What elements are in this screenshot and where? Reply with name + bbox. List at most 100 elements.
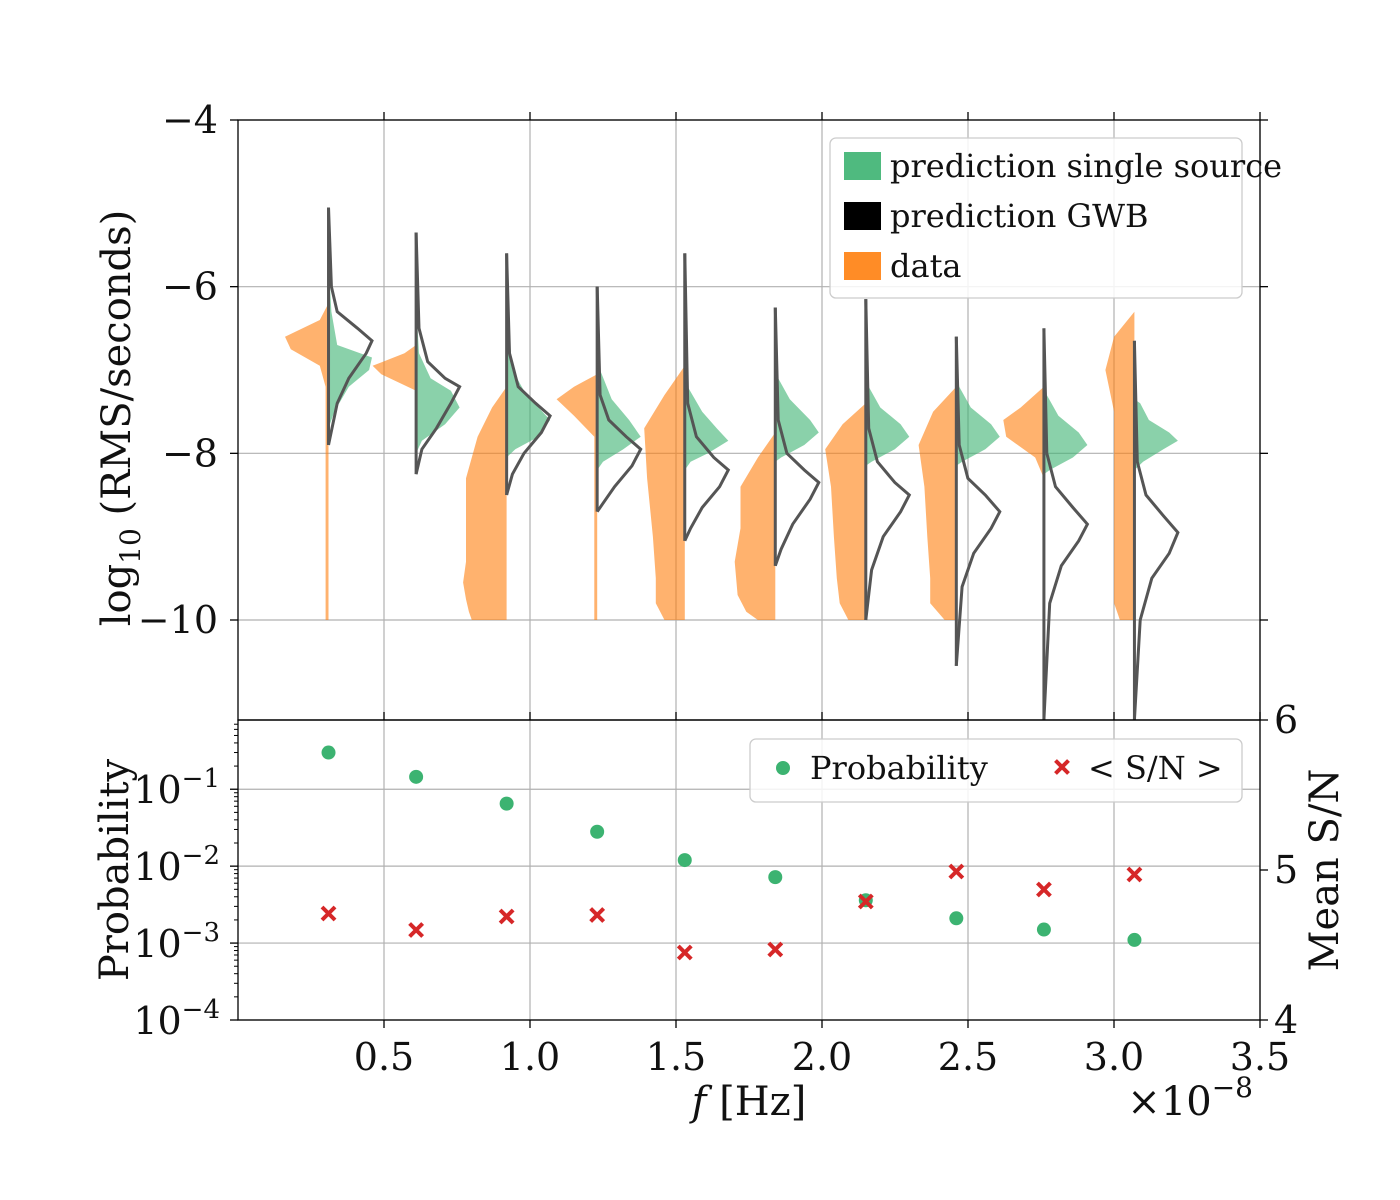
top-legend: prediction single source prediction GWB da… — [829, 137, 1282, 299]
data-violin-0 — [285, 303, 329, 620]
gwb-violin-5 — [773, 307, 821, 567]
bottom-legend-marker-1 — [1054, 759, 1070, 775]
ytick-base: 10 — [133, 768, 181, 812]
single-source-violin-3 — [597, 311, 641, 470]
ylabel-log: log — [94, 564, 140, 626]
top-ytick-label-0: −4 — [162, 98, 218, 142]
gwb-violin-9 — [1132, 340, 1180, 720]
single-source-violin-7 — [956, 361, 1000, 466]
bottom-ylabel-right: Mean S/N — [1302, 769, 1348, 972]
probability-point-7 — [949, 911, 964, 926]
gwb-violin-4 — [683, 253, 731, 542]
sn-point-4 — [676, 944, 693, 961]
data-violin-7 — [918, 386, 957, 620]
ytick-base: 10 — [133, 922, 181, 966]
sn-point-2 — [498, 908, 515, 925]
xtick-label-0: 0.5 — [354, 1035, 414, 1079]
bottom-panel — [320, 745, 1143, 961]
ytick-base: 10 — [133, 999, 181, 1043]
right-ytick-label-0: 4 — [1274, 998, 1298, 1042]
probability-point-0 — [321, 745, 336, 760]
top-legend-label-0: prediction single source — [890, 147, 1282, 185]
bottom-ytick-label-1: 10−3 — [133, 918, 220, 966]
probability-point-4 — [677, 853, 692, 868]
xtick-label-1: 1.0 — [500, 1035, 560, 1079]
single-source-violin-1 — [416, 303, 460, 454]
top-ytick-label-2: −8 — [162, 431, 218, 475]
xlabel: f [Hz] — [689, 1079, 807, 1125]
sn-point-8 — [1036, 881, 1052, 898]
probability-point-1 — [409, 769, 424, 784]
data-violin-2 — [463, 386, 507, 620]
single-source-violin-6 — [865, 345, 910, 466]
xlabel-unit: [Hz] — [706, 1079, 806, 1125]
gwb-violin-7 — [954, 336, 1002, 666]
x-offset-base: ×10 — [1127, 1079, 1211, 1125]
bottom-legend-label-1: < S/N > — [1088, 749, 1223, 787]
bottom-legend-label-0: Probability — [810, 749, 988, 787]
sn-point-5 — [767, 941, 784, 958]
top-panel — [285, 207, 1180, 720]
top-legend-swatch-2 — [844, 252, 881, 280]
ylabel-sub: 10 — [114, 528, 147, 564]
top-ylabel: log10 (RMS/seconds) — [94, 210, 147, 627]
top-ytick-label-3: −10 — [138, 598, 218, 642]
data-violin-9 — [1105, 311, 1135, 620]
x-offset-exp: −8 — [1212, 1071, 1253, 1104]
xtick-label-3: 2.0 — [792, 1035, 852, 1079]
gwb-violin-2 — [505, 253, 552, 496]
axes-frames — [230, 112, 1268, 1028]
right-ytick-label-2: 6 — [1274, 698, 1298, 742]
probability-point-2 — [499, 796, 514, 811]
data-violin-1 — [372, 345, 417, 391]
x-offset-label: ×10−8 — [1127, 1071, 1253, 1125]
probability-point-5 — [768, 870, 783, 885]
sn-point-6 — [857, 893, 874, 910]
single-source-violin-5 — [775, 328, 819, 462]
probability-point-8 — [1036, 922, 1051, 937]
xtick-label-2: 1.5 — [646, 1035, 706, 1079]
ytick-exp: −4 — [182, 995, 220, 1025]
data-violin-6 — [825, 403, 866, 620]
ytick-base: 10 — [133, 845, 181, 889]
top-legend-label-2: data — [890, 247, 962, 285]
sn-point-9 — [1126, 866, 1143, 883]
sn-point-1 — [408, 922, 425, 938]
single-source-violin-2 — [506, 303, 551, 458]
top-legend-swatch-0 — [844, 152, 881, 180]
single-source-violin-9 — [1134, 399, 1178, 470]
probability-point-9 — [1127, 932, 1142, 947]
data-violin-3 — [556, 374, 598, 620]
bottom-legend-box — [749, 738, 1243, 803]
bottom-legend: Probability < S/N > — [749, 738, 1243, 803]
top-legend-label-1: prediction GWB — [890, 197, 1148, 235]
top-legend-box — [829, 137, 1243, 299]
single-source-violin-8 — [1043, 361, 1088, 475]
legends: prediction single source prediction GWB da… — [749, 137, 1282, 803]
data-violin-4 — [644, 365, 685, 620]
ytick-exp: −1 — [182, 764, 220, 794]
bottom-legend-marker-0 — [776, 761, 790, 775]
bottom-ytick-label-0: 10−4 — [133, 995, 220, 1043]
axis-labels: −4−6−8−100.5 1.0 1.5 2.0 2.5 3.0 3.510−410−310… — [92, 98, 1348, 1125]
bottom-ytick-label-3: 10−1 — [133, 764, 220, 812]
ytick-exp: −3 — [182, 918, 220, 948]
xtick-label-4: 2.5 — [938, 1035, 998, 1079]
xtick-label-6: 3.5 — [1230, 1035, 1290, 1079]
sn-point-3 — [589, 907, 606, 923]
gwb-violin-1 — [414, 232, 462, 475]
gwb-violin-6 — [864, 299, 912, 621]
xtick-label-5: 3.0 — [1084, 1035, 1144, 1079]
top-ytick-label-1: −6 — [162, 265, 218, 309]
violins — [285, 207, 1180, 720]
probability-point-3 — [590, 824, 605, 839]
gwb-violin-8 — [1042, 328, 1090, 720]
bottom-ylabel-left: Probability — [92, 758, 138, 981]
right-ytick-label-1: 5 — [1274, 848, 1298, 892]
gwb-violin-0 — [327, 207, 374, 446]
sn-point-7 — [948, 863, 965, 880]
data-violin-8 — [1003, 386, 1044, 479]
ylabel-rest: (RMS/seconds) — [94, 210, 140, 528]
ytick-exp: −2 — [182, 841, 220, 871]
